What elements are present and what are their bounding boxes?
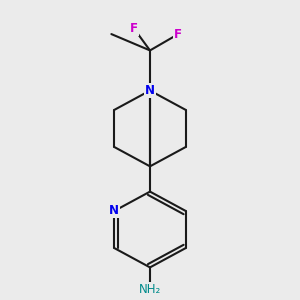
Text: N: N bbox=[109, 204, 119, 218]
Text: F: F bbox=[130, 22, 138, 34]
Text: N: N bbox=[145, 84, 155, 97]
Text: NH₂: NH₂ bbox=[139, 283, 161, 296]
Text: F: F bbox=[174, 28, 182, 40]
